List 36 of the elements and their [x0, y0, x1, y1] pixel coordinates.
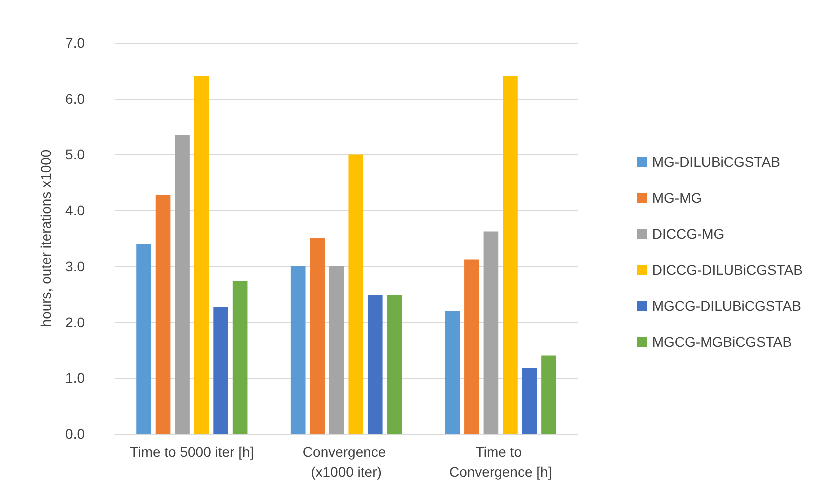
y-tick-label: 5.0	[66, 146, 86, 163]
y-tick-label: 4.0	[66, 202, 86, 219]
x-tick-label: Convergence (x1000 iter)	[302, 444, 390, 480]
y-tick-label: 0.0	[66, 426, 86, 442]
bar	[214, 307, 228, 434]
bar	[368, 295, 383, 434]
y-tick-label: 2.0	[66, 314, 86, 330]
legend-label: MG-DILUBiCGSTAB	[652, 154, 780, 170]
bar	[542, 356, 556, 434]
bar	[136, 244, 152, 434]
bar	[484, 232, 499, 434]
bar	[232, 282, 248, 434]
y-tick-label: 6.0	[66, 90, 86, 107]
bar	[290, 266, 306, 434]
bar	[522, 368, 538, 434]
y-axis-title: hours, outer iterations x1000	[38, 150, 54, 328]
legend-label: MG-MG	[652, 190, 702, 206]
bar	[156, 195, 171, 434]
bar	[348, 154, 364, 434]
x-tick-label: Time to 5000 iter [h]	[130, 444, 254, 460]
legend-label: DICCG-MG	[652, 226, 725, 242]
bar	[464, 260, 480, 434]
y-tick-label: 1.0	[66, 370, 86, 386]
y-tick-label: 3.0	[66, 258, 86, 274]
legend-label: MGCG-DILUBiCGSTAB	[652, 298, 802, 314]
bar	[503, 76, 518, 434]
bar	[310, 238, 326, 434]
bar	[329, 266, 344, 434]
legend-label: DICCG-DILUBiCGSTAB	[652, 262, 804, 278]
bar	[387, 295, 402, 434]
bar	[445, 311, 460, 434]
x-tick-label: Time to Convergence [h]	[449, 444, 552, 480]
bar	[175, 135, 190, 434]
y-tick-label: 7.0	[66, 35, 86, 51]
bar	[194, 76, 210, 434]
legend-label: MGCG-MGBiCGSTAB	[652, 334, 792, 350]
